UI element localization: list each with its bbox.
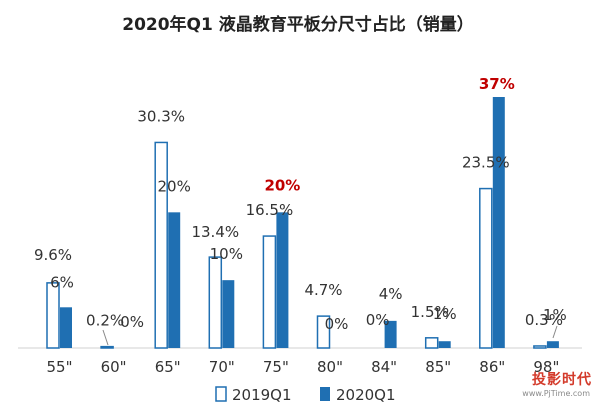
watermark-text: 投影时代 <box>532 371 592 388</box>
data-label-2020q1-75: 20% <box>264 176 300 194</box>
data-label-2020q1-65: 20% <box>158 177 191 195</box>
data-label-2020q1-84: 4% <box>379 285 403 303</box>
bar-2020q1-70 <box>222 280 235 348</box>
x-tick-label-55: 55" <box>47 358 73 376</box>
bar-2019q1-85 <box>424 337 439 349</box>
bar-2019q1-75 <box>262 235 277 349</box>
data-label-2019q1-60: 0.2% <box>86 312 124 330</box>
data-label-2019q1-55: 9.6% <box>34 246 72 264</box>
leader-line-60 <box>102 329 109 346</box>
data-label-2020q1-85: 1% <box>433 305 457 323</box>
x-tick-label-65: 65" <box>155 358 181 376</box>
bar-2020q1-65 <box>168 212 181 348</box>
legend-swatch-2019q1 <box>215 386 227 402</box>
bar-2019q1-60 <box>100 345 114 349</box>
data-label-2020q1-86: 37% <box>479 75 515 93</box>
bar-2019q1-55 <box>46 282 60 349</box>
bar-2020q1-55 <box>60 307 72 348</box>
bar-group <box>46 97 559 349</box>
x-tick-label-70: 70" <box>209 358 235 376</box>
data-label-2020q1-98: 1% <box>543 306 567 324</box>
data-label-2020q1-55: 6% <box>50 273 74 291</box>
x-tick-label-80: 80" <box>317 358 343 376</box>
legend-label-2020q1: 2020Q1 <box>336 386 396 404</box>
x-tick-label-60: 60" <box>101 358 127 376</box>
x-tick-label-98: 98" <box>533 358 559 376</box>
data-label-2019q1-86: 23.5% <box>462 154 510 172</box>
x-tick-label-75: 75" <box>263 358 289 376</box>
data-label-2019q1-70: 13.4% <box>191 223 239 241</box>
data-label-2019q1-85: 1.5% <box>411 303 449 321</box>
bar-2020q1-98 <box>546 341 559 348</box>
x-tick-label-84: 84" <box>371 358 397 376</box>
bar-2019q1-86 <box>479 187 493 349</box>
x-tick-labels: 55" 60" 65" 70" 75" 80" 84" 85" 86" 98" <box>47 358 560 376</box>
legend-label-2019q1: 2019Q1 <box>232 386 292 404</box>
data-label-2019q1-80: 4.7% <box>304 281 342 299</box>
x-tick-label-85: 85" <box>425 358 451 376</box>
data-label-2020q1-80: 0% <box>325 315 349 333</box>
data-label-2020q1-60: 0% <box>120 313 144 331</box>
legend: 2019Q1 2020Q1 <box>215 386 396 404</box>
bar-2019q1-98 <box>533 345 547 349</box>
data-label-2019q1-84: 0% <box>366 311 390 329</box>
x-tick-label-86: 86" <box>479 358 505 376</box>
leader-line-98 <box>552 325 558 339</box>
bar-2020q1-85 <box>438 341 451 348</box>
bar-2020q1-84 <box>384 320 397 348</box>
legend-swatch-2020q1 <box>320 387 330 401</box>
bar-2019q1-65 <box>154 141 168 349</box>
bar-2019q1-70 <box>208 256 223 349</box>
data-label-2019q1-75: 16.5% <box>246 201 294 219</box>
data-label-2019q1-65: 30.3% <box>137 107 185 125</box>
bar-2020q1-86 <box>492 97 505 348</box>
watermark-logo: 投影时代 www.PjTime.com <box>522 371 592 398</box>
bar-2020q1-75 <box>276 212 289 348</box>
watermark-url: www.PjTime.com <box>522 389 590 398</box>
data-labels: 9.6%6%0.2%0%30.3%20%13.4%10%16.5%20%4.7%… <box>34 75 567 346</box>
chart-title: 2020年Q1 液晶教育平板分尺寸占比（销量） <box>122 14 474 35</box>
data-label-2020q1-70: 10% <box>210 245 243 263</box>
data-label-2019q1-98: 0.3% <box>525 311 563 329</box>
bar-2019q1-80 <box>316 315 331 349</box>
